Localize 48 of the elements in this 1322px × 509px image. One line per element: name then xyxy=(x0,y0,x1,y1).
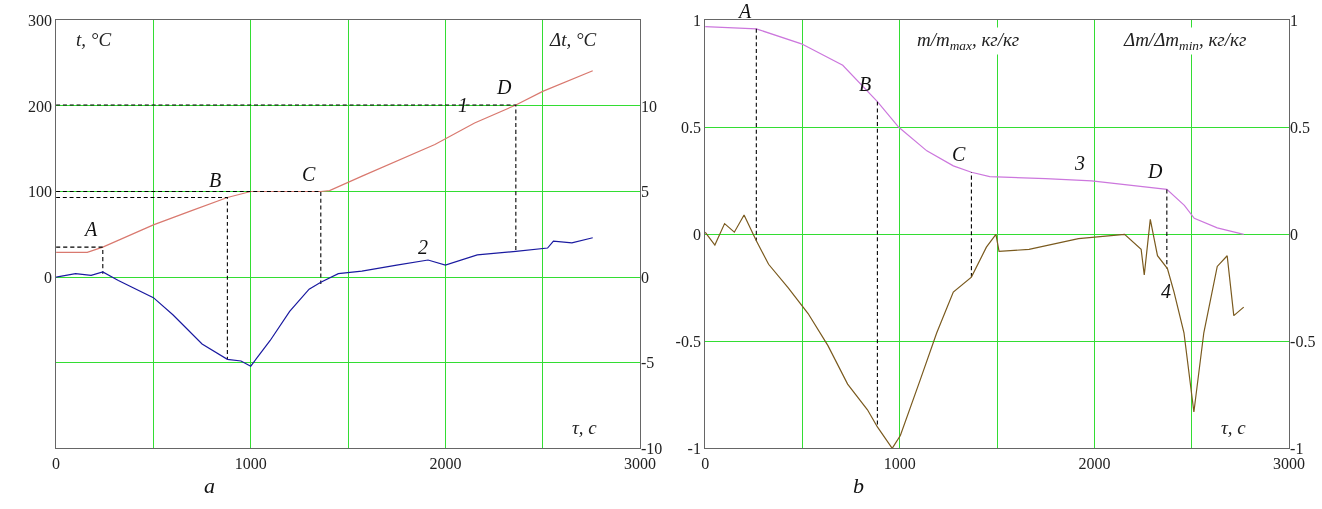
y-tick-label: -0.5 xyxy=(675,332,701,350)
y-tick-label: 300 xyxy=(27,11,52,29)
y2-tick-label: -1 xyxy=(1290,439,1304,457)
annotation: D xyxy=(1147,160,1163,182)
annotation: A xyxy=(83,218,98,240)
y-axis-title: t, °C xyxy=(76,29,112,50)
annotation: 3 xyxy=(1074,152,1085,174)
annotation: A xyxy=(737,0,752,22)
x-axis-title: τ, с xyxy=(572,417,598,438)
line-series xyxy=(56,70,594,253)
annotation: B xyxy=(209,169,222,191)
x-tick-label: 1000 xyxy=(234,454,267,472)
y-tick-label: 100 xyxy=(27,183,52,201)
y2-tick-label: 10 xyxy=(641,97,658,115)
y-axis-title: m/m$_{max}$, кг/кг xyxy=(917,29,1020,53)
x-tick-label: 1000 xyxy=(883,454,916,472)
line-series xyxy=(705,26,1245,235)
x-axis-title: τ, с xyxy=(1221,417,1247,438)
text: a xyxy=(204,473,215,498)
text: b xyxy=(853,473,864,498)
x-tick-label: 2000 xyxy=(1078,454,1111,472)
y2-tick-label: 1 xyxy=(1290,11,1299,29)
y2-axis-title: Δt, °C xyxy=(549,29,597,50)
y2-tick-label: -5 xyxy=(641,354,655,372)
y-tick-label: 0 xyxy=(43,268,52,286)
line-series xyxy=(705,214,1245,449)
y2-tick-label: -10 xyxy=(641,439,663,457)
y2-tick-label: -0.5 xyxy=(1290,332,1316,350)
x-tick-label: 3000 xyxy=(624,454,657,472)
y2-tick-label: 5 xyxy=(641,183,650,201)
y-tick-label: 0.5 xyxy=(680,118,701,136)
annotation: B xyxy=(859,73,872,95)
annotation: C xyxy=(302,163,316,185)
line-series xyxy=(56,237,594,367)
y-tick-label: 200 xyxy=(27,97,52,115)
annotation: 4 xyxy=(1161,280,1171,302)
annotation: D xyxy=(496,76,512,98)
y-tick-label: 1 xyxy=(692,11,701,29)
annotation: 2 xyxy=(418,236,428,258)
y2-axis-title: Δm/Δm$_{min}$, кг/кг xyxy=(1123,29,1247,53)
y2-tick-label: 0 xyxy=(641,268,650,286)
x-tick-label: 3000 xyxy=(1273,454,1306,472)
y-tick-label: 0 xyxy=(692,225,701,243)
x-tick-label: 2000 xyxy=(429,454,462,472)
y2-tick-label: 0.5 xyxy=(1290,118,1311,136)
y2-tick-label: 0 xyxy=(1290,225,1299,243)
annotation: C xyxy=(952,143,966,165)
y-tick-label: -1 xyxy=(687,439,701,457)
